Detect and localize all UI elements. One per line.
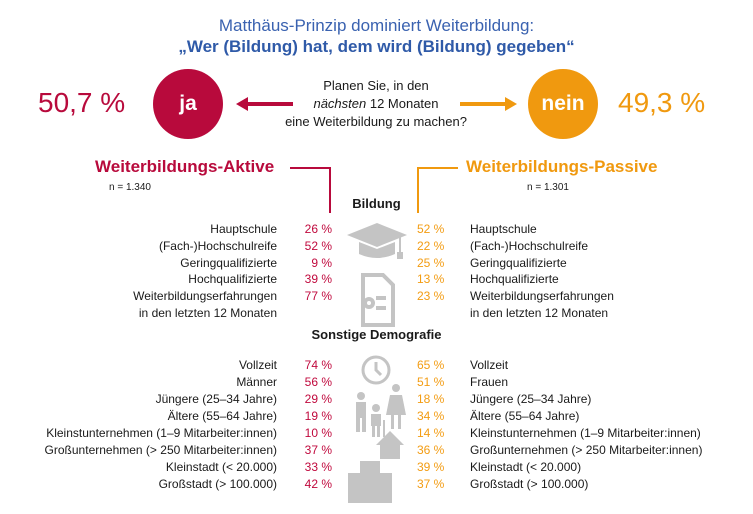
right-label: (Fach-)Hochschulreife bbox=[470, 238, 589, 253]
active-percent: 19 % bbox=[304, 409, 332, 423]
left-label: in den letzten 12 Monaten bbox=[138, 306, 277, 320]
right-label: Vollzeit bbox=[470, 358, 509, 372]
active-percent: 10 % bbox=[304, 426, 332, 440]
right-label: Frauen bbox=[470, 375, 509, 389]
office-building-icon bbox=[348, 461, 392, 503]
title-line-2: „Wer (Bildung) hat, dem wird (Bildung) g… bbox=[178, 37, 575, 56]
passive-percent: 22 % bbox=[417, 238, 445, 253]
active-percent: 39 % bbox=[304, 272, 332, 287]
passive-group-label: Weiterbildungs-Passive bbox=[466, 157, 658, 176]
right-label: Großunternehmen (> 250 Mitarbeiter:innen… bbox=[470, 443, 703, 457]
left-label: Kleinstunternehmen (1–9 Mitarbeiter:inne… bbox=[46, 426, 277, 440]
passive-percent: 36 % bbox=[417, 443, 445, 457]
question-line-1: Planen Sie, in den bbox=[323, 78, 429, 93]
right-label: Kleinstunternehmen (1–9 Mitarbeiter:inne… bbox=[470, 426, 701, 440]
no-circle: nein bbox=[528, 69, 598, 139]
table-row: Jüngere (25–34 Jahre) 29 % 18 % Jüngere (25… bbox=[0, 391, 753, 408]
active-percent: 29 % bbox=[304, 392, 332, 406]
active-percent: 56 % bbox=[304, 375, 332, 389]
right-label: Hauptschule bbox=[470, 222, 537, 236]
active-group-label: Weiterbildungs-Aktive bbox=[95, 157, 275, 176]
table-row: Hauptschule 26 % 52 % Hauptschule bbox=[0, 221, 753, 238]
question: Planen Sie, in den nächsten 12 Monaten e… bbox=[276, 77, 476, 131]
question-line-2: 12 Monaten bbox=[366, 96, 439, 111]
left-label: (Fach-)Hochschulreife bbox=[158, 238, 277, 253]
passive-percent: 39 % bbox=[417, 460, 445, 474]
right-label: Weiterbildungserfahrungen bbox=[470, 289, 614, 304]
passive-percent: 37 % bbox=[417, 477, 445, 491]
passive-percent: 13 % bbox=[417, 272, 445, 287]
right-label: Hochqualifizierte bbox=[470, 272, 559, 287]
active-percent: 37 % bbox=[304, 443, 332, 457]
table-row: Hochqualifizierte 39 % 13 % Hochqualifizier… bbox=[0, 271, 753, 288]
section-demografie: Sonstige Demografie bbox=[311, 327, 442, 342]
passive-bracket bbox=[417, 167, 458, 213]
question-italic: nächsten bbox=[313, 96, 367, 111]
yes-circle: ja bbox=[153, 69, 223, 139]
table-row: Vollzeit 74 % 65 % Vollzeit bbox=[0, 357, 753, 374]
left-label: Männer bbox=[236, 375, 277, 389]
passive-percent: 51 % bbox=[417, 375, 445, 389]
right-label: in den letzten 12 Monaten bbox=[470, 306, 609, 320]
table-row: Weiterbildungserfahrungen 77 % 23 % Weiterb… bbox=[0, 288, 753, 305]
passive-percent: 18 % bbox=[417, 392, 445, 406]
table-row: Ältere (55–64 Jahre) 19 % 34 % Ältere (55–6… bbox=[0, 408, 753, 425]
right-label: Jüngere (25–34 Jahre) bbox=[470, 392, 592, 406]
active-percent: 42 % bbox=[304, 477, 332, 491]
left-label: Vollzeit bbox=[238, 358, 277, 372]
passive-percent: 25 % bbox=[417, 255, 445, 270]
table-row: Kleinstadt (< 20.000) 33 % 39 % Kleinstadt … bbox=[0, 459, 753, 476]
passive-percent: 14 % bbox=[417, 426, 445, 440]
left-label: Großstadt (> 100.000) bbox=[158, 477, 277, 491]
table-row: Geringqualifizierte 9 % 25 % Geringqualifiz… bbox=[0, 255, 753, 272]
table-row: Großunternehmen (> 250 Mitarbeiter:innen… bbox=[0, 442, 753, 459]
passive-n: n = 1.301 bbox=[527, 182, 569, 193]
active-bracket bbox=[290, 167, 331, 213]
house-icon bbox=[376, 431, 404, 459]
no-percent: 49,3 % bbox=[618, 87, 706, 118]
table-row: Männer 56 % 51 % Frauen bbox=[0, 374, 753, 391]
left-label: Großunternehmen (> 250 Mitarbeiter:innen… bbox=[44, 443, 277, 457]
right-label: Großstadt (> 100.000) bbox=[470, 477, 589, 491]
active-percent: 74 % bbox=[304, 358, 332, 372]
yes-percent: 50,7 % bbox=[38, 87, 126, 118]
question-line-3: eine Weiterbildung zu machen? bbox=[285, 114, 467, 129]
clock-icon bbox=[361, 355, 391, 385]
certificate-icon bbox=[361, 273, 395, 327]
left-label: Hochqualifizierte bbox=[188, 272, 277, 287]
active-percent: 9 % bbox=[311, 255, 332, 270]
table-row: (Fach-)Hochschulreife 52 % 22 % (Fach-)Hoch… bbox=[0, 238, 753, 255]
active-percent: 77 % bbox=[304, 289, 332, 304]
table-row: in den letzten 12 Monaten in den letzten … bbox=[0, 305, 753, 322]
left-label: Jüngere (25–34 Jahre) bbox=[155, 392, 277, 406]
arrow-right-icon bbox=[460, 97, 517, 111]
passive-percent: 23 % bbox=[417, 289, 445, 304]
passive-percent: 65 % bbox=[417, 358, 445, 372]
left-label: Kleinstadt (< 20.000) bbox=[165, 460, 277, 474]
active-percent: 52 % bbox=[304, 238, 332, 253]
right-label: Geringqualifizierte bbox=[470, 255, 567, 270]
arrow-left-icon bbox=[236, 97, 293, 111]
passive-percent: 52 % bbox=[417, 222, 445, 236]
graduation-cap-icon bbox=[347, 223, 407, 259]
connector-lines bbox=[236, 97, 517, 213]
section-bildung: Bildung bbox=[352, 196, 401, 211]
left-label: Geringqualifizierte bbox=[180, 255, 277, 270]
passive-percent: 34 % bbox=[417, 409, 445, 423]
active-percent: 33 % bbox=[304, 460, 332, 474]
left-label: Ältere (55–64 Jahre) bbox=[167, 409, 277, 423]
left-label: Weiterbildungserfahrungen bbox=[133, 289, 277, 304]
active-n: n = 1.340 bbox=[109, 182, 151, 193]
left-label: Hauptschule bbox=[210, 222, 277, 236]
family-icon bbox=[356, 384, 406, 437]
table-row: Kleinstunternehmen (1–9 Mitarbeiter:inne… bbox=[0, 425, 753, 442]
right-label: Kleinstadt (< 20.000) bbox=[470, 460, 582, 474]
active-percent: 26 % bbox=[304, 222, 332, 236]
table-row: Großstadt (> 100.000) 42 % 37 % Großstadt (… bbox=[0, 476, 753, 493]
right-label: Ältere (55–64 Jahre) bbox=[470, 409, 580, 423]
title-line-1: Matthäus-Prinzip dominiert Weiterbildung… bbox=[218, 16, 535, 35]
